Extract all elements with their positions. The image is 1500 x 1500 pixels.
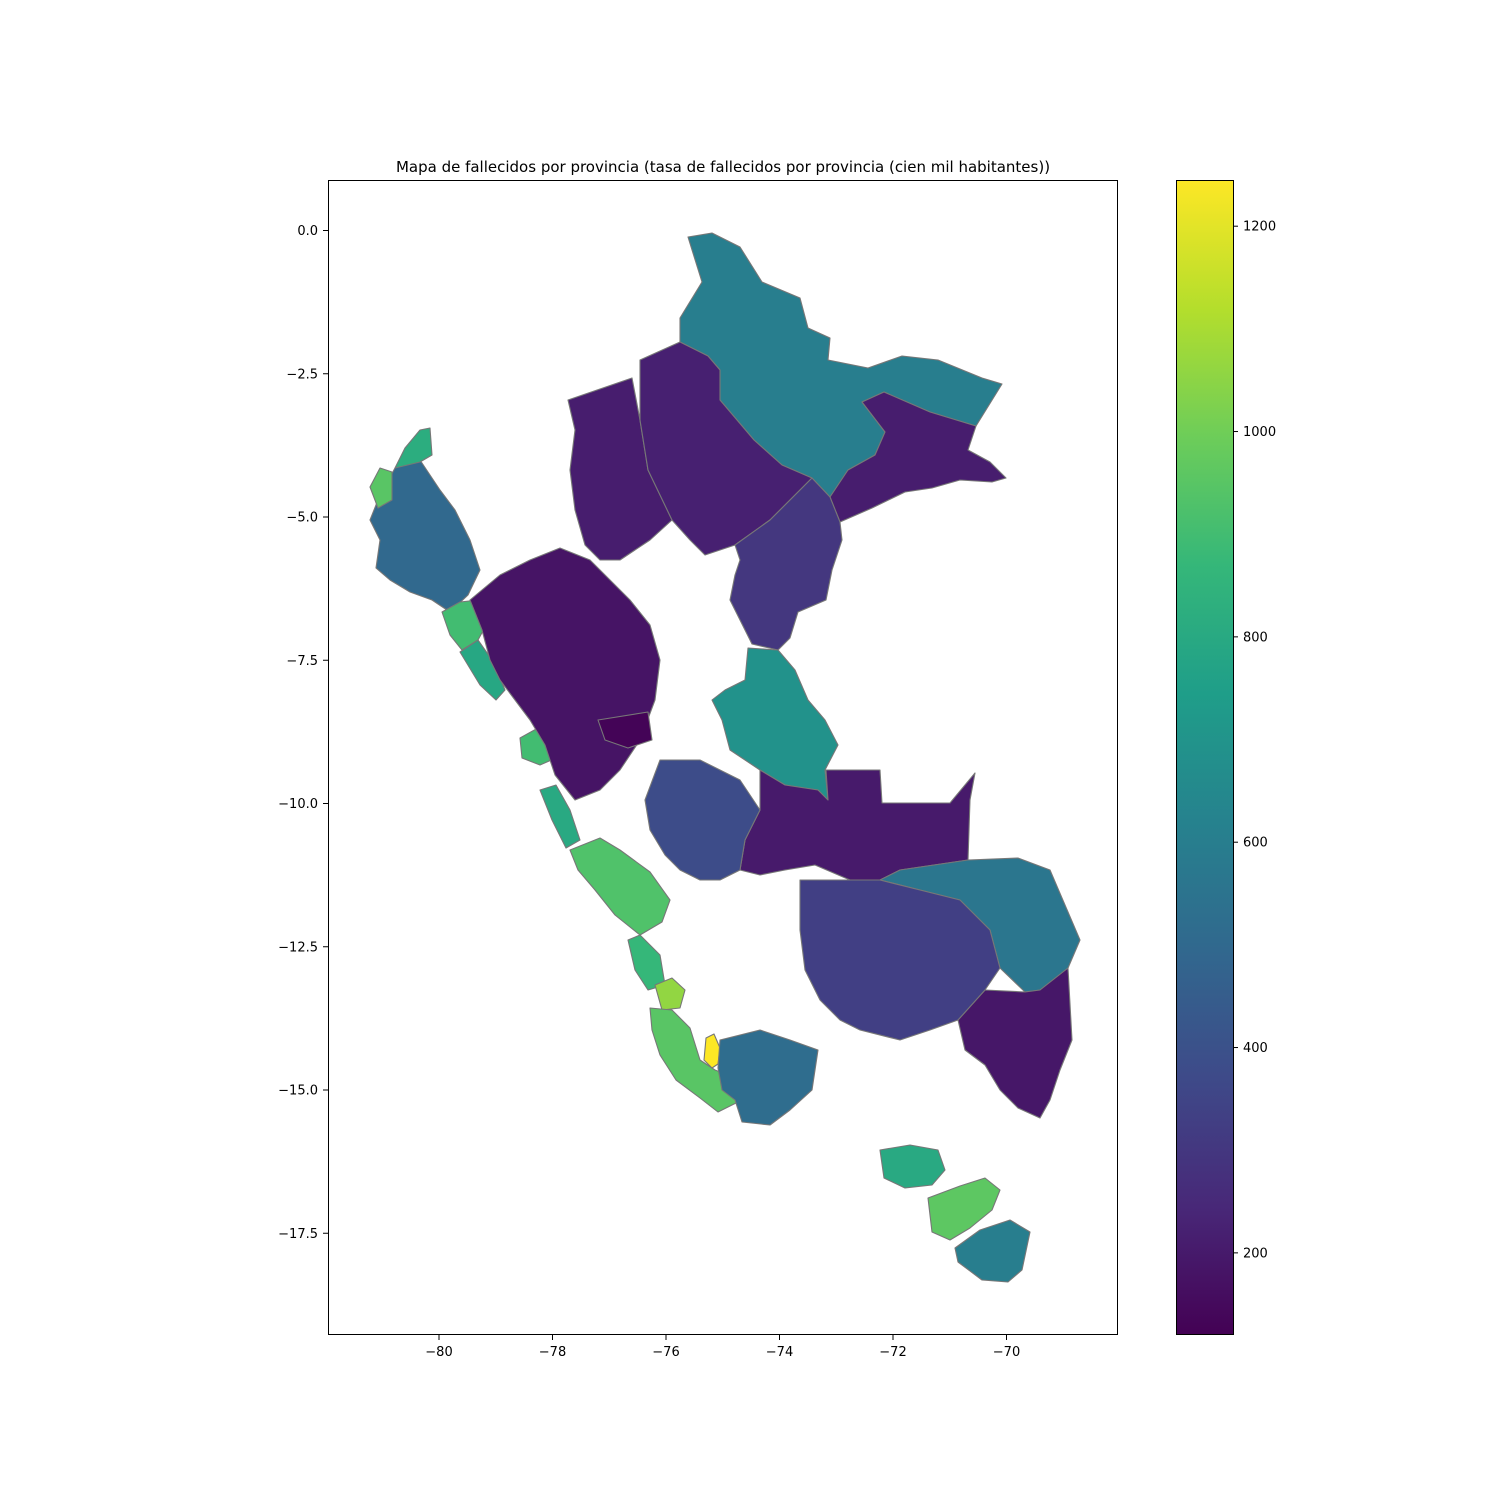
y-tick-label: −7.5: [286, 654, 318, 669]
east-of-north-region: [829, 391, 1007, 523]
lima-region: [569, 837, 671, 936]
lima-north-coast-region: [539, 784, 581, 849]
northwest-coast-region: [369, 459, 481, 613]
y-axis-ticks: 0.0 −2.5 −5.0 −7.5 −10.0 −12.5 −15.0 −17.5: [278, 224, 328, 1242]
y-tick-label: −12.5: [278, 940, 318, 955]
map-title: Mapa de fallecidos por provincia (tasa d…: [396, 158, 1050, 176]
dark-pocket-region: [597, 711, 653, 749]
ica-region: [654, 977, 686, 1011]
y-tick-label: −17.5: [278, 1227, 318, 1242]
colorbar-tick-label: 800: [1243, 630, 1268, 645]
y-tick-label: −2.5: [286, 367, 318, 382]
tumbes-region: [394, 427, 433, 469]
x-tick-label: −70: [993, 1345, 1020, 1360]
southeast-region: [957, 967, 1073, 1119]
colorbar-frame: [1176, 180, 1234, 1335]
colorbar: [1177, 180, 1233, 1335]
map-regions: [369, 232, 1081, 1283]
y-tick-label: −5.0: [286, 511, 318, 526]
colorbar-tick-label: 1200: [1243, 220, 1276, 235]
tacna-region: [927, 1177, 1001, 1241]
moquegua-region: [879, 1144, 946, 1189]
x-axis-ticks: −80 −78 −76 −74 −72 −70: [425, 1335, 1020, 1360]
andes-south-region: [644, 759, 761, 881]
y-tick-label: −10.0: [278, 797, 318, 812]
x-tick-label: −72: [879, 1345, 906, 1360]
colorbar-tick-label: 200: [1243, 1246, 1268, 1261]
colorbar-tick-label: 400: [1243, 1041, 1268, 1056]
x-tick-label: −76: [652, 1345, 679, 1360]
central-south-region: [799, 879, 1001, 1041]
x-tick-label: −78: [539, 1345, 566, 1360]
la-libertad-coast-region: [459, 639, 506, 701]
colorbar-tick-label: 1000: [1243, 425, 1276, 440]
colorbar-tick-label: 600: [1243, 836, 1268, 851]
y-tick-label: 0.0: [297, 224, 318, 239]
y-tick-label: −15.0: [278, 1084, 318, 1099]
arequipa-region: [717, 1029, 819, 1126]
puno-south-region: [954, 1219, 1031, 1283]
axes-frame: [328, 180, 1118, 1335]
x-tick-label: −74: [766, 1345, 793, 1360]
x-tick-label: −80: [425, 1345, 452, 1360]
colorbar-ticks: 200 400 600 800 1000 1200: [1233, 220, 1276, 1261]
piura-coast-region: [369, 467, 393, 509]
